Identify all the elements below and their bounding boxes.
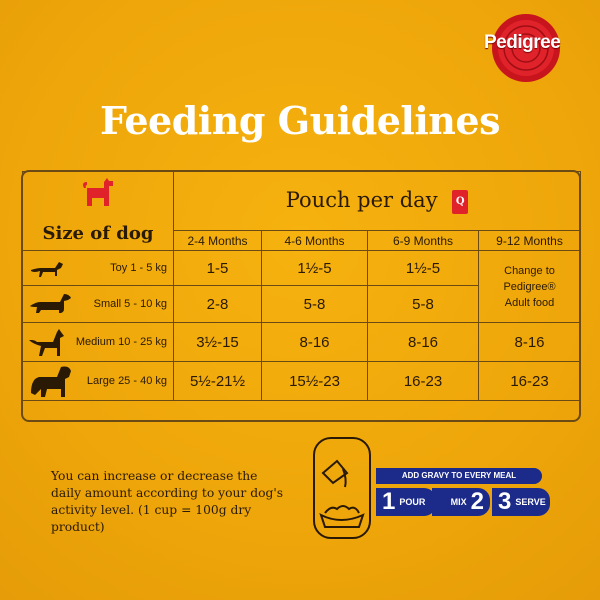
medium-dog-icon — [29, 329, 64, 356]
table-cell: 15½-23 — [261, 361, 368, 401]
pouch-icon: Q — [452, 189, 469, 214]
step-pour: 1 POUR — [376, 488, 436, 516]
feeding-table: Size of dog Pouch per day Q 2-4 Months 4… — [22, 171, 582, 401]
pedigree-logo-text: Pedigree — [484, 32, 561, 53]
row-label-medium: Medium 10 - 25 kg — [22, 322, 174, 362]
size-of-dog-header: Size of dog — [22, 171, 174, 251]
table-cell: 5½-21½ — [173, 361, 262, 401]
size-of-dog-label: Size of dog — [42, 223, 154, 244]
table-cell: 16-23 — [477, 361, 582, 401]
table-cell: 8-16 — [477, 322, 582, 362]
table-row: Toy 1 - 5 kg 1-5 1½-5 1½-5 Change to Pedi… — [22, 250, 582, 323]
table-cell: 16-23 — [367, 361, 479, 401]
table-cell: 1½-5 — [261, 250, 368, 286]
table-cell: 8-16 — [367, 322, 479, 362]
bowl-icon — [319, 459, 365, 528]
table-cell: 2-8 — [173, 285, 262, 323]
month-header: 9-12 Months — [477, 230, 582, 251]
large-dog-icon — [31, 366, 71, 397]
table-cell: 1-5 — [173, 250, 262, 286]
row-label-toy: Toy 1 - 5 kg — [22, 250, 174, 286]
table-cell: 3½-15 — [173, 322, 262, 362]
pour-gravy-illustration — [313, 437, 371, 539]
add-gravy-banner: ADD GRAVY TO EVERY MEAL — [376, 468, 542, 484]
row-label-large: Large 25 - 40 kg — [22, 361, 174, 401]
table-row: Large 25 - 40 kg 5½-21½ 15½-23 16-23 16-… — [22, 361, 582, 401]
table-cell: 1½-5 — [367, 250, 479, 286]
row-label-small: Small 5 - 10 kg — [22, 285, 174, 323]
page-title: Feeding Guidelines — [99, 98, 501, 143]
toy-dog-icon — [31, 262, 63, 277]
step-mix: MIX 2 — [432, 488, 490, 516]
month-header: 6-9 Months — [367, 230, 479, 251]
month-header: 2-4 Months — [173, 230, 262, 251]
table-row: Medium 10 - 25 kg 3½-15 8-16 8-16 8-16 — [22, 322, 582, 362]
table-cell: 8-16 — [261, 322, 368, 362]
small-dog-icon — [30, 294, 71, 313]
feeding-note: You can increase or decrease the daily a… — [51, 469, 284, 534]
table-cell: 5-8 — [367, 285, 479, 323]
month-header: 4-6 Months — [261, 230, 368, 251]
pouch-per-day-header: Pouch per day Q — [172, 171, 582, 231]
pouch-per-day-label: Pouch per day — [285, 188, 438, 213]
table-cell: 5-8 — [261, 285, 368, 323]
pedigree-rosette-logo — [492, 14, 560, 82]
step-serve: 3 SERVE — [492, 488, 550, 516]
adult-food-note: Change to Pedigree® Adult food — [477, 250, 582, 323]
dog-icon — [83, 178, 113, 206]
